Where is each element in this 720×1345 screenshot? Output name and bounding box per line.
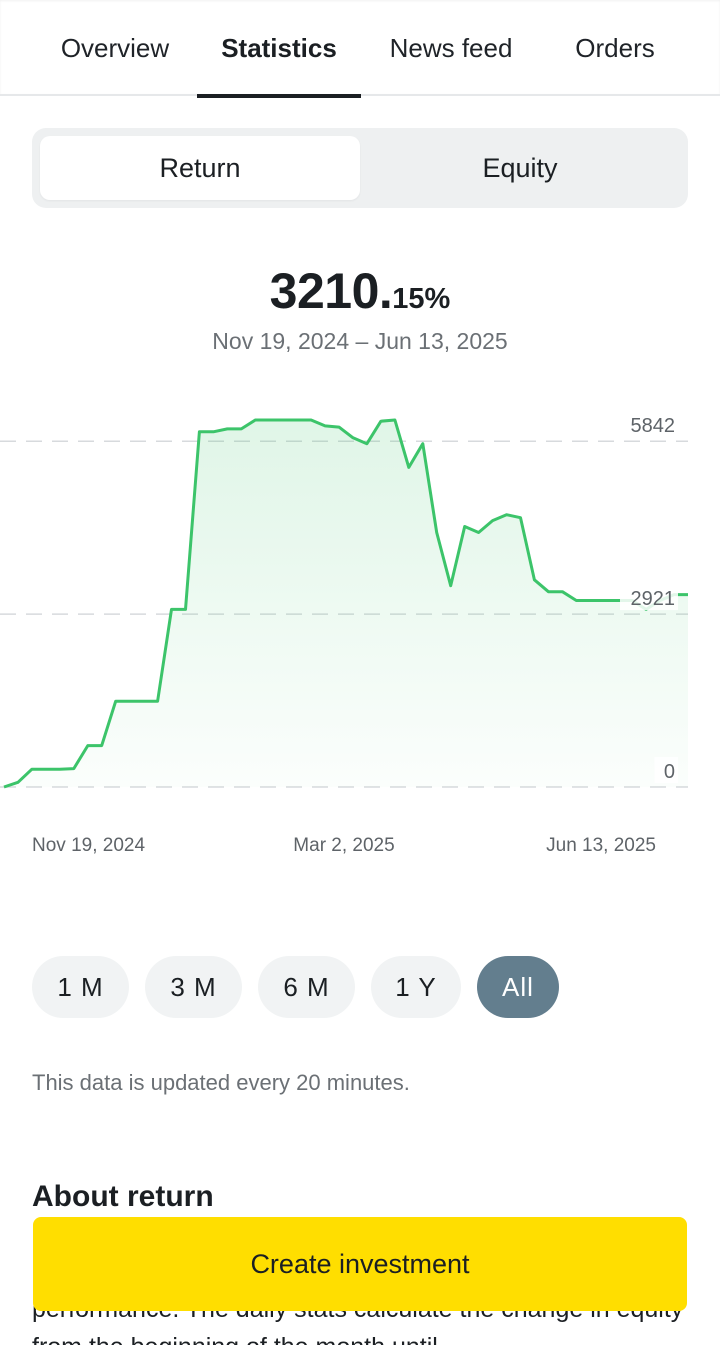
- return-equity-toggle: Return Equity: [32, 128, 688, 208]
- y-tick-label: 2921: [631, 588, 676, 610]
- x-tick-label: Nov 19, 2024: [32, 835, 145, 856]
- y-tick-label: 5842: [631, 415, 676, 437]
- return-value-fraction: 15%: [392, 283, 451, 315]
- chart-area-fill: [4, 420, 688, 787]
- tab-orders[interactable]: Orders: [575, 32, 655, 63]
- tab-news-feed[interactable]: News feed: [389, 32, 513, 63]
- return-value-integer: 3210.: [269, 263, 393, 319]
- return-chart[interactable]: 0 2921 5842 Nov 19, 2024 Mar 2, 2025 Jun 13,…: [0, 380, 720, 880]
- about-return-heading: About return: [32, 1180, 214, 1213]
- return-value: 3210.15%: [0, 262, 720, 320]
- equity-segment[interactable]: Equity: [482, 152, 558, 183]
- update-note: This data is updated every 20 minutes.: [32, 1070, 410, 1095]
- x-tick-label: Jun 13, 2025: [546, 835, 656, 856]
- period-1y-button[interactable]: 1 Y: [371, 956, 461, 1018]
- create-investment-button[interactable]: Create investment: [33, 1217, 687, 1311]
- y-tick-label: 0: [664, 761, 675, 783]
- chart-series-line: [3, 418, 688, 789]
- period-3m-button[interactable]: 3 M: [145, 956, 242, 1018]
- x-tick-label: Mar 2, 2025: [293, 835, 394, 856]
- period-6m-button[interactable]: 6 M: [258, 956, 355, 1018]
- period-all-button[interactable]: All: [477, 956, 559, 1018]
- period-1m-button[interactable]: 1 M: [32, 956, 129, 1018]
- date-range: Nov 19, 2024 – Jun 13, 2025: [212, 328, 508, 354]
- tab-overview[interactable]: Overview: [60, 32, 170, 63]
- return-segment[interactable]: Return: [40, 136, 360, 200]
- tab-statistics[interactable]: Statistics: [197, 0, 361, 98]
- tab-bar: Overview Statistics News feed Orders: [0, 0, 720, 98]
